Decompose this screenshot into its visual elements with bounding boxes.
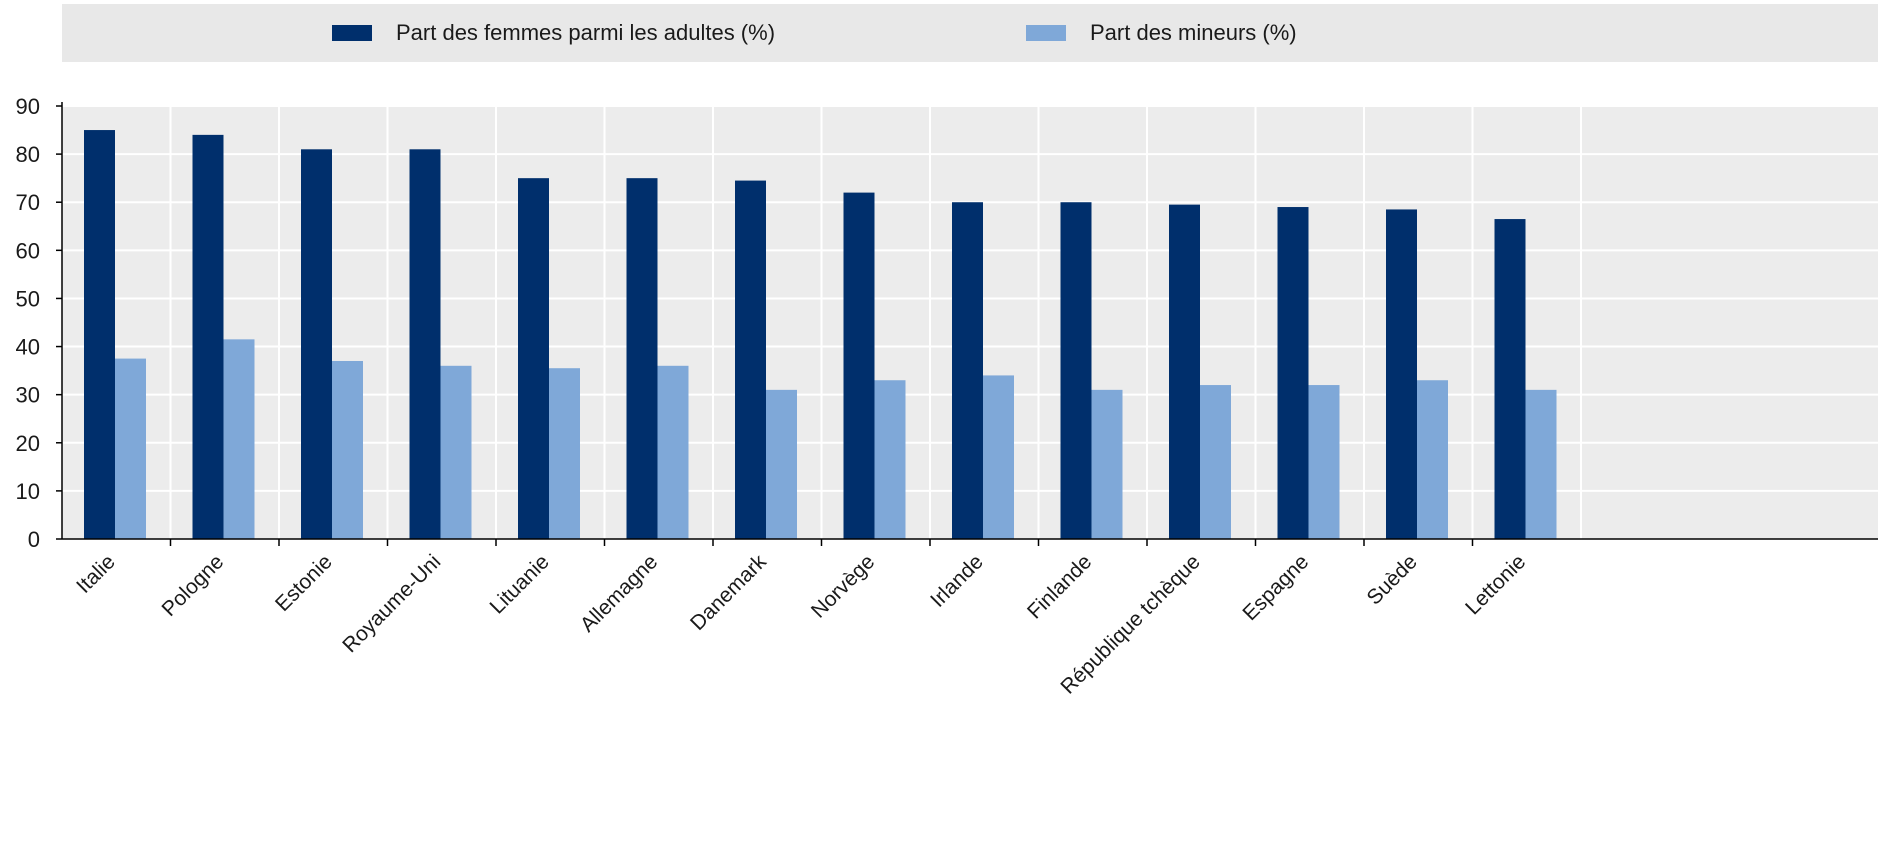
bar-femmes bbox=[518, 178, 549, 539]
legend-label-femmes: Part des femmes parmi les adultes (%) bbox=[396, 20, 776, 45]
bar-mineurs bbox=[983, 375, 1014, 539]
chart-legend: Part des femmes parmi les adultes (%) Pa… bbox=[62, 4, 1878, 62]
bar-mineurs bbox=[766, 389, 797, 539]
legend-swatch-femmes bbox=[332, 25, 372, 41]
bar-femmes bbox=[1060, 202, 1092, 539]
bar-mineurs bbox=[874, 380, 906, 539]
bar-mineurs bbox=[1308, 385, 1340, 539]
y-tick-label: 80 bbox=[16, 142, 40, 167]
bar-mineurs bbox=[1417, 380, 1448, 539]
legend-item-mineurs: Part des mineurs (%) bbox=[1026, 4, 1297, 62]
bar-mineurs bbox=[1525, 389, 1557, 539]
x-tick-label: Danemark bbox=[686, 550, 771, 635]
bar-femmes bbox=[301, 149, 332, 540]
x-tick-label: Estonie bbox=[271, 550, 337, 616]
legend-item-femmes: Part des femmes parmi les adultes (%) bbox=[332, 4, 775, 62]
bar-femmes bbox=[843, 192, 875, 539]
x-tick-label: Lituanie bbox=[486, 550, 554, 618]
y-tick-label: 60 bbox=[16, 238, 40, 263]
x-tick-label: Pologne bbox=[158, 550, 229, 621]
x-tick-label: Norvège bbox=[807, 550, 879, 622]
bar-femmes bbox=[1169, 204, 1200, 539]
bar-mineurs bbox=[440, 365, 472, 539]
x-tick-label: Espagne bbox=[1238, 550, 1313, 625]
x-tick-label: Suède bbox=[1363, 550, 1422, 609]
bar-mineurs bbox=[549, 368, 580, 539]
bar-femmes bbox=[409, 149, 441, 540]
y-tick-label: 50 bbox=[16, 286, 40, 311]
y-tick-label: 10 bbox=[16, 479, 40, 504]
bar-mineurs bbox=[657, 365, 689, 539]
bar-femmes bbox=[1277, 207, 1309, 540]
x-tick-label: Royaume-Uni bbox=[338, 550, 445, 657]
y-tick-label: 20 bbox=[16, 431, 40, 456]
bar-mineurs bbox=[1200, 385, 1231, 539]
bar-femmes bbox=[735, 180, 766, 540]
y-tick-label: 70 bbox=[16, 190, 40, 215]
x-tick-label: Lettonie bbox=[1461, 550, 1530, 619]
x-tick-label: Italie bbox=[72, 550, 120, 598]
legend-swatch-mineurs bbox=[1026, 25, 1066, 41]
bar-femmes bbox=[1494, 219, 1526, 540]
bar-mineurs bbox=[1091, 389, 1123, 539]
bar-femmes bbox=[952, 202, 983, 539]
bar-mineurs bbox=[115, 358, 146, 539]
bar-femmes bbox=[192, 134, 224, 539]
x-tick-label: Finlande bbox=[1023, 550, 1096, 623]
bar-femmes bbox=[84, 130, 115, 540]
y-tick-label: 40 bbox=[16, 335, 40, 360]
legend-label-mineurs: Part des mineurs (%) bbox=[1090, 20, 1297, 45]
bar-femmes bbox=[1386, 209, 1417, 539]
x-tick-label: Irlande bbox=[926, 550, 988, 612]
y-tick-label: 30 bbox=[16, 383, 40, 408]
bar-femmes bbox=[626, 178, 658, 539]
bar-mineurs bbox=[332, 360, 363, 539]
y-tick-label: 90 bbox=[16, 94, 40, 119]
x-tick-label: Allemagne bbox=[576, 550, 662, 636]
bar-mineurs bbox=[223, 339, 255, 539]
y-tick-label: 0 bbox=[28, 527, 40, 552]
